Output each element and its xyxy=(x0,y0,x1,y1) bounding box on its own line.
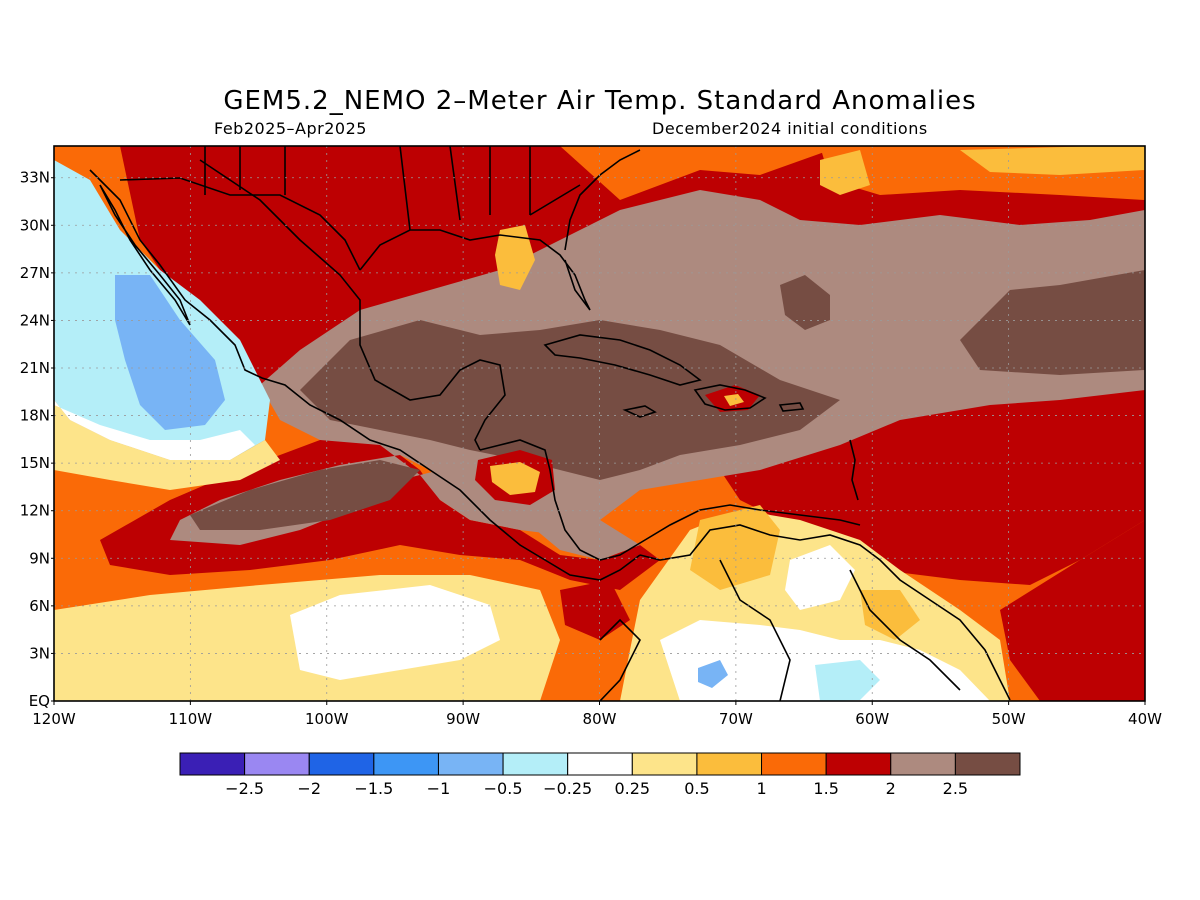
south-america-interior-border-3 xyxy=(849,569,961,691)
gulf-of-mexico-coast xyxy=(199,159,506,451)
lat-label-27n: 27N xyxy=(20,264,50,282)
colorbar-label: 1 xyxy=(756,779,766,798)
south-america-interior-border xyxy=(599,618,641,701)
anomaly-field xyxy=(54,146,1145,701)
coastlines xyxy=(89,146,1011,701)
south-america-interior-border-2 xyxy=(719,559,791,701)
region-pacific-neutral xyxy=(54,400,255,460)
colorbar-swatch xyxy=(825,752,892,776)
region-south-pacific-neutral xyxy=(290,585,500,680)
region-guiana-moderate xyxy=(860,590,920,640)
region-central-america-strong xyxy=(560,580,630,640)
central-america-caribbean-coast xyxy=(479,439,861,561)
region-pacific-cold-core xyxy=(115,275,225,430)
region-northeast-weak-patch xyxy=(960,146,1145,175)
lat-label-15n: 15N xyxy=(20,454,50,472)
lat-label-30n: 30N xyxy=(20,216,50,234)
colorbar-swatch xyxy=(244,752,310,776)
colorbar-label: −1.5 xyxy=(354,779,393,798)
region-subtropical-core xyxy=(780,275,830,330)
lon-label-80w: 80W xyxy=(583,710,617,728)
colorbar-label: −2 xyxy=(297,779,321,798)
graticule xyxy=(54,146,1145,701)
colorbar: −2.5 −2 −1.5 −1 −0.5 −0.25 0.25 0.5 1 1.5 2 2.5 xyxy=(179,752,1021,798)
lat-label-3n: 3N xyxy=(29,644,50,662)
region-north-weak-patch xyxy=(820,150,870,195)
colorbar-swatch xyxy=(890,752,956,776)
colorbar-swatch xyxy=(502,752,569,776)
colorbar-label: 2 xyxy=(886,779,896,798)
lat-label-24n: 24N xyxy=(20,311,50,329)
region-honduras-hotspot-core xyxy=(490,462,540,495)
lat-label-33n: 33N xyxy=(20,169,50,187)
colorbar-label: 2.5 xyxy=(943,779,968,798)
latitude-ticks: EQ 3N 6N 9N 12N 15N 18N 21N 24N 27N 30N 33N xyxy=(20,169,54,710)
colorbar-swatch xyxy=(308,752,375,776)
baja-california-coast xyxy=(99,184,191,326)
forecast-period: Feb2025–Apr2025 xyxy=(214,119,367,138)
colorbar-label: 0.25 xyxy=(614,779,650,798)
lat-label-21n: 21N xyxy=(20,359,50,377)
mexico-pacific-coast xyxy=(89,169,641,581)
colorbar-label: −0.5 xyxy=(484,779,523,798)
lat-label-eq: EQ xyxy=(29,692,50,710)
region-south-america-moderate xyxy=(690,505,780,590)
colorbar-swatch xyxy=(437,752,504,776)
lat-label-9n: 9N xyxy=(29,549,50,567)
colorbar-label: −2.5 xyxy=(225,779,264,798)
longitude-ticks: 120W 110W 100W 90W 80W 70W 60W 50W 40W xyxy=(32,701,1162,728)
region-atlantic-core xyxy=(960,270,1145,375)
region-south-america-neutral xyxy=(660,620,990,701)
lon-label-120w: 120W xyxy=(32,710,76,728)
colorbar-label: −1 xyxy=(427,779,451,798)
us-state-lines xyxy=(204,146,581,231)
colorbar-swatch xyxy=(761,752,827,776)
colorbar-swatch xyxy=(567,752,633,776)
jamaica-outline xyxy=(622,405,657,418)
lat-label-12n: 12N xyxy=(20,502,50,520)
region-pacific-weak xyxy=(54,400,280,490)
puerto-rico-outline xyxy=(778,402,805,412)
region-gulf-moderate-pocket xyxy=(495,225,535,290)
region-south-america-cold-2 xyxy=(698,660,728,688)
lon-label-70w: 70W xyxy=(719,710,753,728)
colorbar-swatch xyxy=(373,752,439,776)
colorbar-swatch xyxy=(179,752,246,776)
lat-label-18n: 18N xyxy=(20,407,50,425)
colorbar-swatch xyxy=(631,752,698,776)
colorbar-swatch xyxy=(954,752,1021,776)
lon-label-110w: 110W xyxy=(169,710,213,728)
lon-label-60w: 60W xyxy=(855,710,889,728)
lon-label-90w: 90W xyxy=(446,710,480,728)
region-caribbean-core xyxy=(300,320,840,480)
region-pacific-core xyxy=(190,460,420,530)
lon-label-50w: 50W xyxy=(992,710,1026,728)
region-south-america-neutral-2 xyxy=(785,545,855,610)
lon-label-100w: 100W xyxy=(305,710,349,728)
lesser-antilles xyxy=(849,439,859,501)
us-atlantic-coast xyxy=(564,149,641,251)
initial-conditions: December2024 initial conditions xyxy=(652,119,928,138)
colorbar-label: −0.25 xyxy=(543,779,592,798)
region-southeast-strong-anomaly xyxy=(1000,520,1145,701)
region-south-america-cold xyxy=(815,660,880,701)
colorbar-swatch xyxy=(696,752,763,776)
lat-label-6n: 6N xyxy=(29,597,50,615)
map-title: GEM5.2_NEMO 2–Meter Air Temp. Standard A… xyxy=(223,86,977,116)
south-america-north-coast xyxy=(639,524,1011,701)
lon-label-40w: 40W xyxy=(1128,710,1162,728)
region-hispaniola-hotspot-core xyxy=(724,394,744,406)
colorbar-label: 0.5 xyxy=(684,779,709,798)
colorbar-label: 1.5 xyxy=(813,779,838,798)
hispaniola-outline xyxy=(693,384,767,411)
cuba-outline xyxy=(543,334,702,386)
